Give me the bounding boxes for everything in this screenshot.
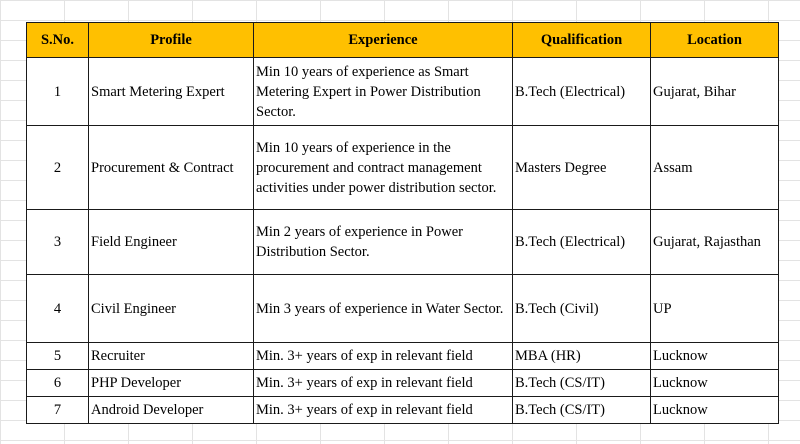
cell-sno[interactable]: 2 bbox=[26, 125, 89, 210]
cell-location[interactable]: Gujarat, Rajasthan bbox=[650, 209, 779, 275]
table-row: 7 Android Developer Min. 3+ years of exp… bbox=[26, 396, 779, 424]
cell-experience[interactable]: Min. 3+ years of exp in relevant field bbox=[253, 342, 513, 370]
cell-qualification[interactable]: B.Tech (Electrical) bbox=[512, 209, 651, 275]
cell-qualification[interactable]: B.Tech (Electrical) bbox=[512, 57, 651, 126]
header-profile[interactable]: Profile bbox=[88, 22, 254, 58]
cell-location[interactable]: Lucknow bbox=[650, 342, 779, 370]
table-row: 4 Civil Engineer Min 3 years of experien… bbox=[26, 274, 779, 343]
cell-profile[interactable]: Procurement & Contract bbox=[88, 125, 254, 210]
header-qualification[interactable]: Qualification bbox=[512, 22, 651, 58]
cell-sno[interactable]: 5 bbox=[26, 342, 89, 370]
cell-location[interactable]: Assam bbox=[650, 125, 779, 210]
jobs-table: S.No. Profile Experience Qualification L… bbox=[26, 22, 779, 424]
cell-sno[interactable]: 4 bbox=[26, 274, 89, 343]
table-row: 6 PHP Developer Min. 3+ years of exp in … bbox=[26, 369, 779, 397]
cell-qualification[interactable]: B.Tech (CS/IT) bbox=[512, 396, 651, 424]
cell-sno[interactable]: 1 bbox=[26, 57, 89, 126]
header-sno[interactable]: S.No. bbox=[26, 22, 89, 58]
cell-location[interactable]: Gujarat, Bihar bbox=[650, 57, 779, 126]
table-row: 2 Procurement & Contract Min 10 years of… bbox=[26, 125, 779, 210]
cell-qualification[interactable]: B.Tech (Civil) bbox=[512, 274, 651, 343]
cell-profile[interactable]: Smart Metering Expert bbox=[88, 57, 254, 126]
cell-profile[interactable]: Field Engineer bbox=[88, 209, 254, 275]
cell-profile[interactable]: Civil Engineer bbox=[88, 274, 254, 343]
header-location[interactable]: Location bbox=[650, 22, 779, 58]
header-experience[interactable]: Experience bbox=[253, 22, 513, 58]
cell-sno[interactable]: 7 bbox=[26, 396, 89, 424]
header-row: S.No. Profile Experience Qualification L… bbox=[26, 22, 779, 58]
cell-qualification[interactable]: B.Tech (CS/IT) bbox=[512, 369, 651, 397]
cell-profile[interactable]: Android Developer bbox=[88, 396, 254, 424]
cell-profile[interactable]: PHP Developer bbox=[88, 369, 254, 397]
cell-sno[interactable]: 3 bbox=[26, 209, 89, 275]
cell-location[interactable]: Lucknow bbox=[650, 369, 779, 397]
cell-experience[interactable]: Min 10 years of experience as Smart Mete… bbox=[253, 57, 513, 126]
cell-location[interactable]: UP bbox=[650, 274, 779, 343]
table-row: 3 Field Engineer Min 2 years of experien… bbox=[26, 209, 779, 275]
cell-qualification[interactable]: MBA (HR) bbox=[512, 342, 651, 370]
cell-qualification[interactable]: Masters Degree bbox=[512, 125, 651, 210]
cell-experience[interactable]: Min 3 years of experience in Water Secto… bbox=[253, 274, 513, 343]
table-row: 1 Smart Metering Expert Min 10 years of … bbox=[26, 57, 779, 126]
cell-experience[interactable]: Min. 3+ years of exp in relevant field bbox=[253, 396, 513, 424]
table-row: 5 Recruiter Min. 3+ years of exp in rele… bbox=[26, 342, 779, 370]
cell-experience[interactable]: Min 2 years of experience in Power Distr… bbox=[253, 209, 513, 275]
cell-location[interactable]: Lucknow bbox=[650, 396, 779, 424]
cell-profile[interactable]: Recruiter bbox=[88, 342, 254, 370]
cell-experience[interactable]: Min. 3+ years of exp in relevant field bbox=[253, 369, 513, 397]
cell-experience[interactable]: Min 10 years of experience in the procur… bbox=[253, 125, 513, 210]
cell-sno[interactable]: 6 bbox=[26, 369, 89, 397]
